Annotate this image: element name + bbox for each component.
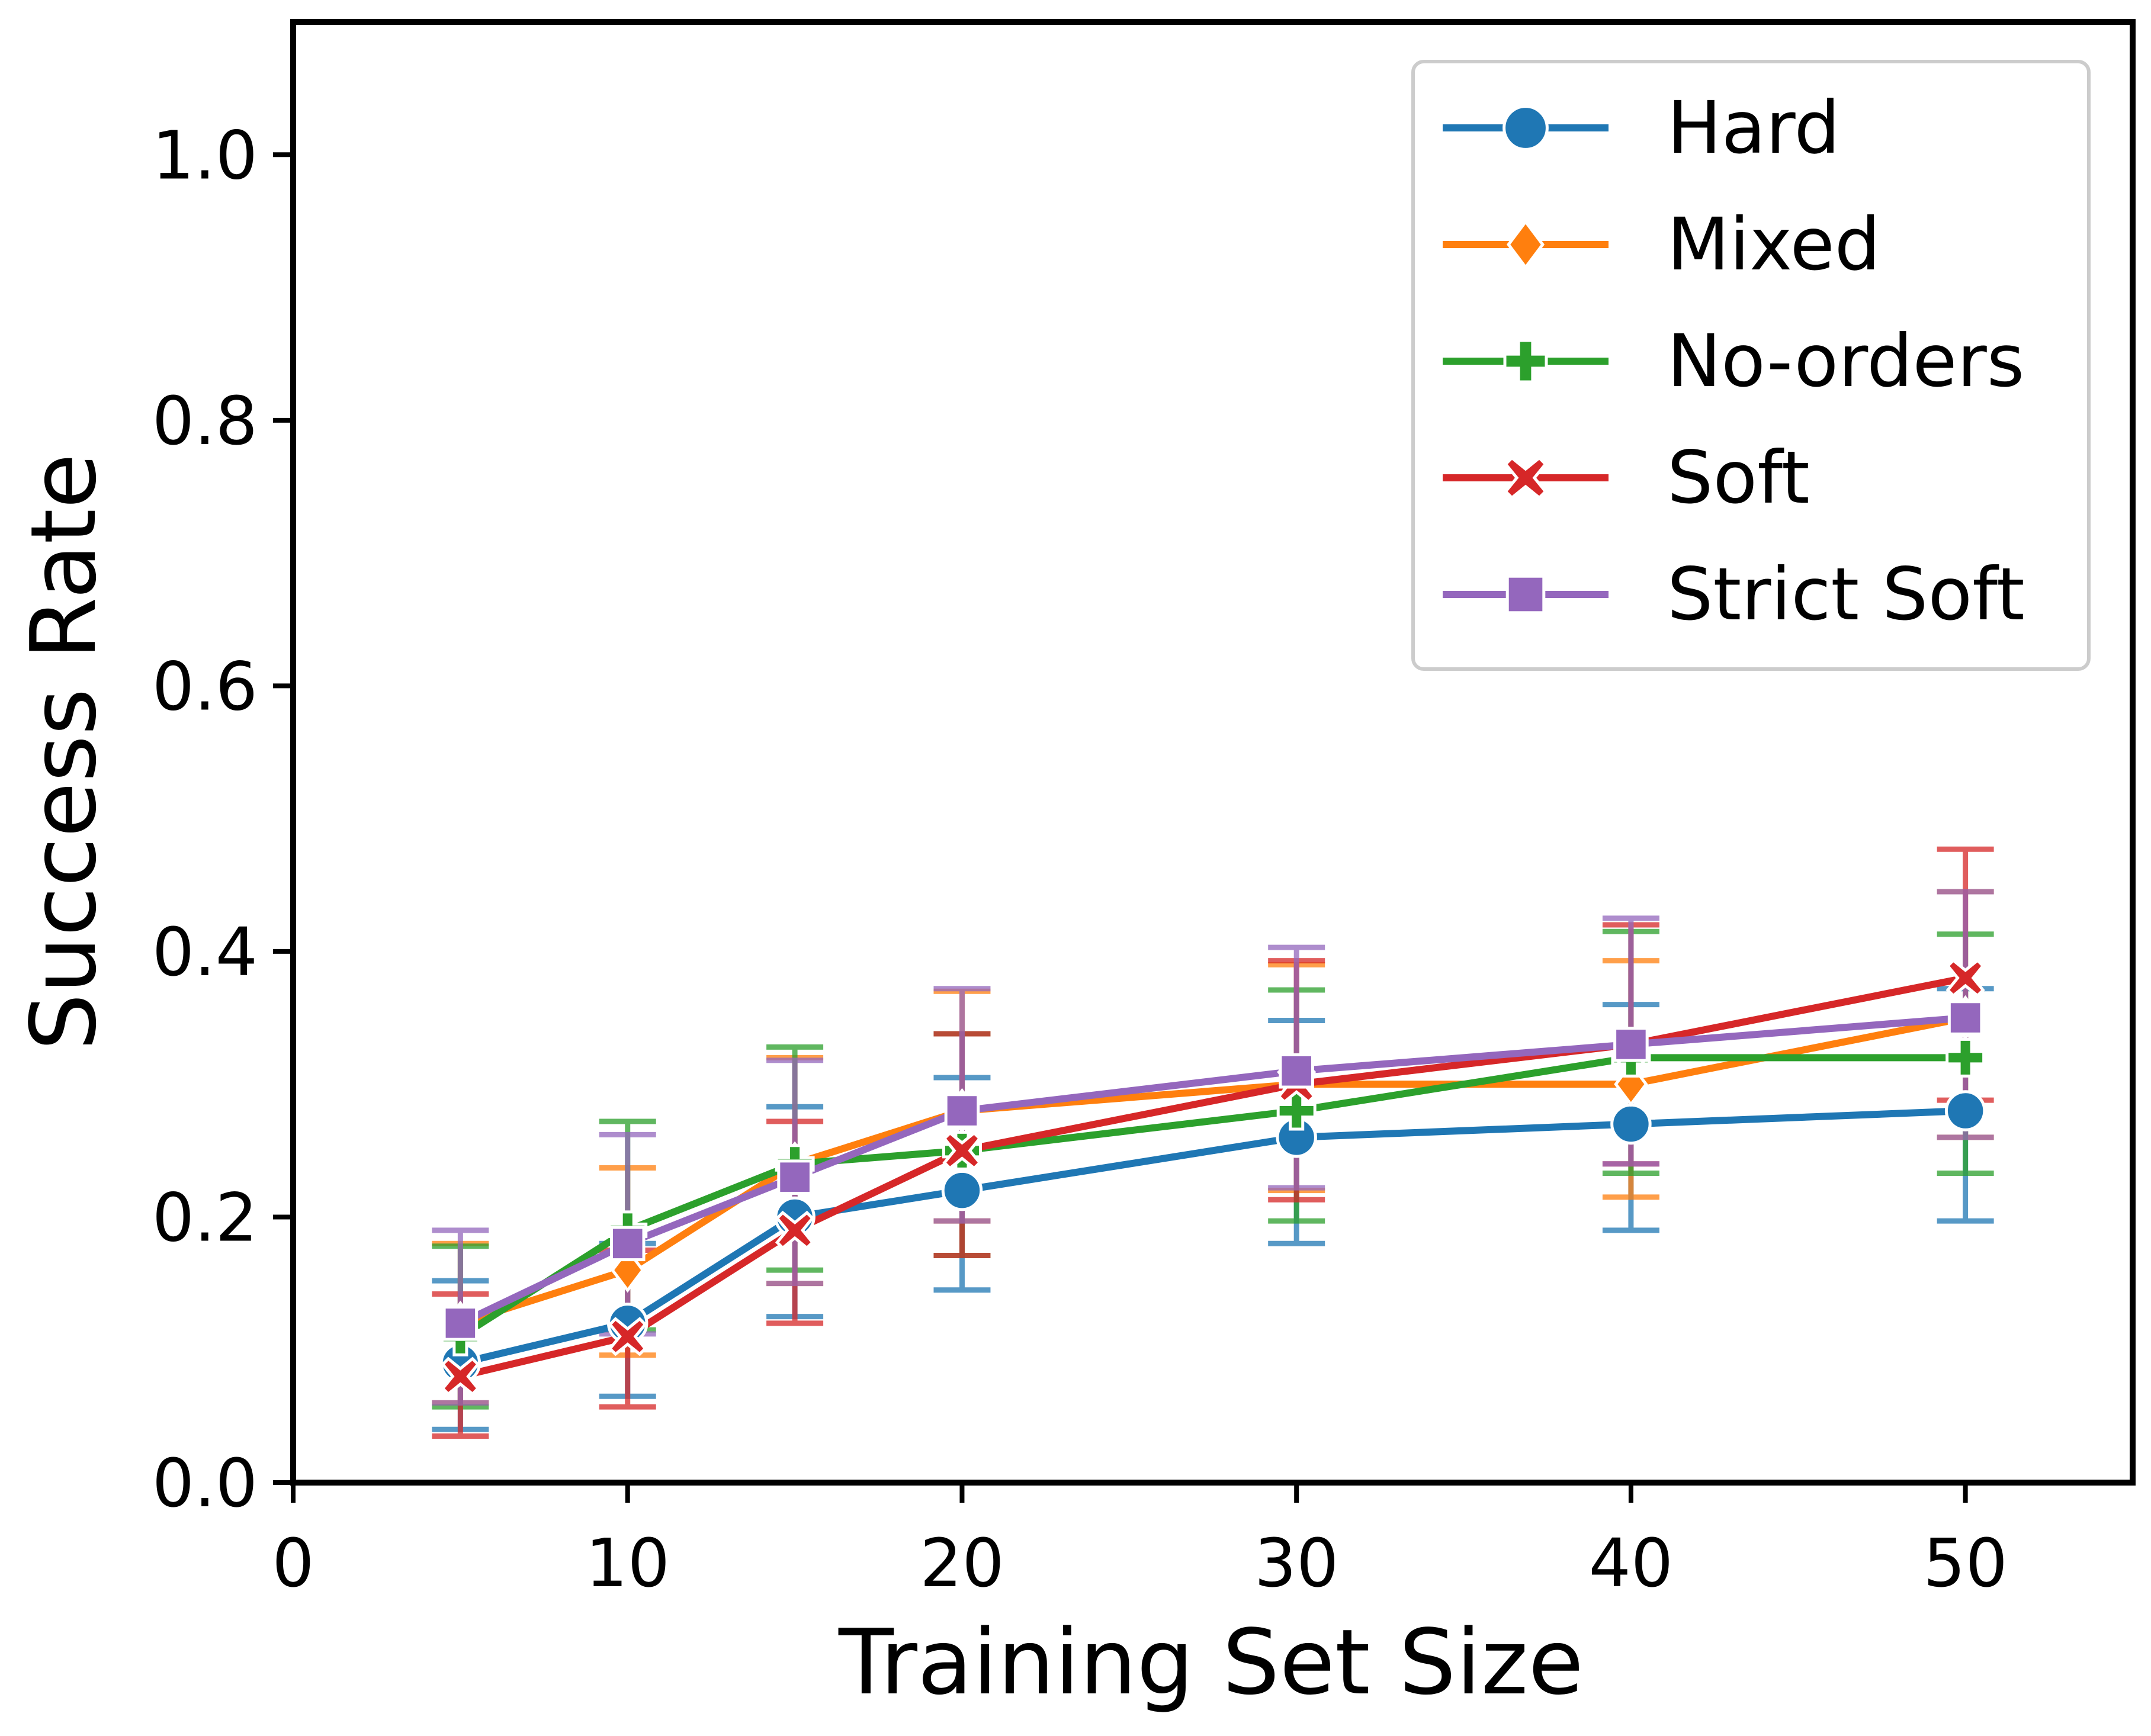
point-no-orders-30 <box>1276 1091 1317 1131</box>
legend-item-hard: Hard <box>1443 86 1840 170</box>
legend-label-soft: Soft <box>1667 436 1810 520</box>
point-no-orders-50 <box>1945 1037 1986 1078</box>
legend-item-soft: Soft <box>1443 436 1810 520</box>
point-strict-soft-15 <box>777 1159 813 1195</box>
legend-item-no-orders: No-orders <box>1443 319 2024 403</box>
point-strict-soft-20 <box>944 1093 980 1129</box>
point-soft-15 <box>775 1210 815 1250</box>
legend-marker-hard <box>1503 105 1549 151</box>
y-tick-label-0.6: 0.6 <box>152 648 258 725</box>
x-tick-label-0: 0 <box>272 1525 314 1602</box>
legend: Hard Mixed No-orders Soft Strict Soft <box>1411 60 2091 671</box>
x-axis-label: Training Set Size <box>838 1610 1584 1715</box>
point-soft-20 <box>942 1131 982 1171</box>
legend-item-mixed: Mixed <box>1443 202 1880 287</box>
x-tick-label-40: 40 <box>1589 1525 1674 1602</box>
legend-marker-no-orders <box>1503 339 1548 384</box>
point-strict-soft-40 <box>1613 1027 1649 1062</box>
y-axis-label: Success Rate <box>11 454 116 1051</box>
y-tick-label-0.2: 0.2 <box>152 1179 258 1256</box>
legend-label-mixed: Mixed <box>1667 202 1880 287</box>
y-tick-label-1: 1.0 <box>152 117 258 194</box>
series-markers <box>439 958 1986 1396</box>
y-tick-label-0.4: 0.4 <box>152 914 258 991</box>
point-strict-soft-50 <box>1947 1000 1983 1036</box>
legend-item-strict-soft: Strict Soft <box>1443 552 2025 636</box>
x-tick-label-30: 30 <box>1254 1525 1339 1602</box>
plot-frame <box>290 19 2136 1486</box>
y-tick-label-0.8: 0.8 <box>152 383 258 460</box>
legend-box <box>1411 60 2091 671</box>
y-axis-ticks: 0.0 0.2 0.4 0.6 0.8 1.0 <box>152 117 293 1522</box>
point-strict-soft-5 <box>442 1306 479 1341</box>
legend-label-no-orders: No-orders <box>1667 319 2024 403</box>
point-soft-10 <box>608 1317 647 1356</box>
point-hard-20 <box>941 1169 983 1211</box>
point-soft-5 <box>441 1356 480 1396</box>
x-axis-ticks: 0 10 20 30 40 50 <box>272 1483 2008 1602</box>
legend-marker-mixed <box>1507 219 1545 270</box>
legend-label-strict-soft: Strict Soft <box>1667 552 2025 636</box>
point-strict-soft-10 <box>609 1226 646 1262</box>
legend-label-hard: Hard <box>1667 86 1840 170</box>
point-hard-50 <box>1944 1090 1986 1131</box>
x-tick-label-50: 50 <box>1923 1525 2008 1602</box>
x-tick-label-10: 10 <box>585 1525 670 1602</box>
y-tick-label-0: 0.0 <box>152 1445 258 1522</box>
legend-marker-strict-soft <box>1505 574 1546 615</box>
point-soft-50 <box>1945 958 1985 998</box>
x-tick-label-20: 20 <box>920 1525 1004 1602</box>
point-hard-40 <box>1610 1103 1652 1145</box>
legend-marker-soft <box>1504 456 1548 500</box>
point-strict-soft-30 <box>1279 1053 1314 1089</box>
